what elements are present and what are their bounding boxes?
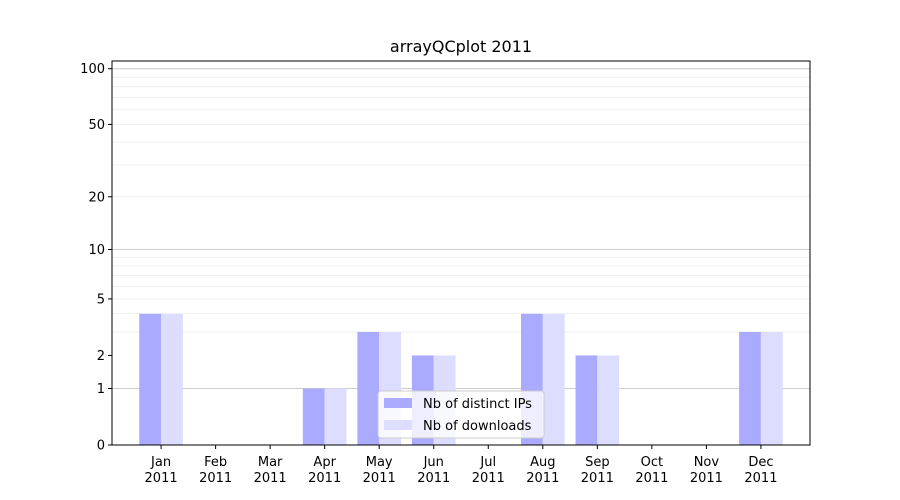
plot-frame [111,60,811,446]
x-tick-label: Dec 2011 [744,455,777,486]
bar-downloads [597,355,620,445]
x-tick-label: Jul 2011 [472,455,505,486]
y-tick-label: 100 [80,62,105,77]
x-tick-label: Jun 2011 [417,455,450,486]
y-tick-label: 0 [97,439,105,454]
bar-distinct-ips [575,355,598,445]
y-tick-label: 2 [97,349,105,364]
legend-label-distinct-ips: Nb of distinct IPs [423,397,532,412]
bar-downloads [161,313,183,445]
legend-label-downloads: Nb of downloads [423,419,532,434]
y-tick-label: 10 [88,243,105,258]
major-gridlines [112,68,810,389]
x-tick-label: Nov 2011 [690,455,723,486]
bar-distinct-ips [302,388,325,445]
bar-downloads [760,331,783,445]
legend: Nb of distinct IPs Nb of downloads [377,390,545,439]
legend-swatch-distinct-ips [384,398,412,408]
x-tick-label: Sep 2011 [581,455,614,486]
legend-swatch-downloads [384,420,412,430]
x-axis: Jan 2011 Feb 2011 Mar 2011 Apr 2011 May 2011 Jun 20… [145,445,777,486]
x-tick-label: Aug 2011 [526,455,559,486]
legend-box [377,390,545,439]
x-tick-label: Feb 2011 [199,455,232,486]
bar-distinct-ips [139,313,162,445]
x-tick-label: Apr 2011 [308,455,341,486]
x-tick-label: Oct 2011 [635,455,668,486]
y-tick-label: 50 [88,118,105,133]
y-axis: 0 1 2 5 10 20 50 100 [80,62,112,454]
chart-title: arrayQCplot 2011 [390,37,532,56]
bar-distinct-ips [739,331,761,445]
y-tick-label: 5 [97,292,105,307]
bar-distinct-ips [357,331,380,445]
y-tick-label: 1 [97,382,105,397]
x-tick-label: Jan 2011 [145,455,178,486]
minor-gridlines [112,68,810,333]
y-tick-label: 20 [88,190,105,205]
x-tick-label: May 2011 [363,455,396,486]
bar-downloads [542,313,565,445]
bar-downloads [324,388,347,445]
x-tick-label: Mar 2011 [254,455,287,486]
